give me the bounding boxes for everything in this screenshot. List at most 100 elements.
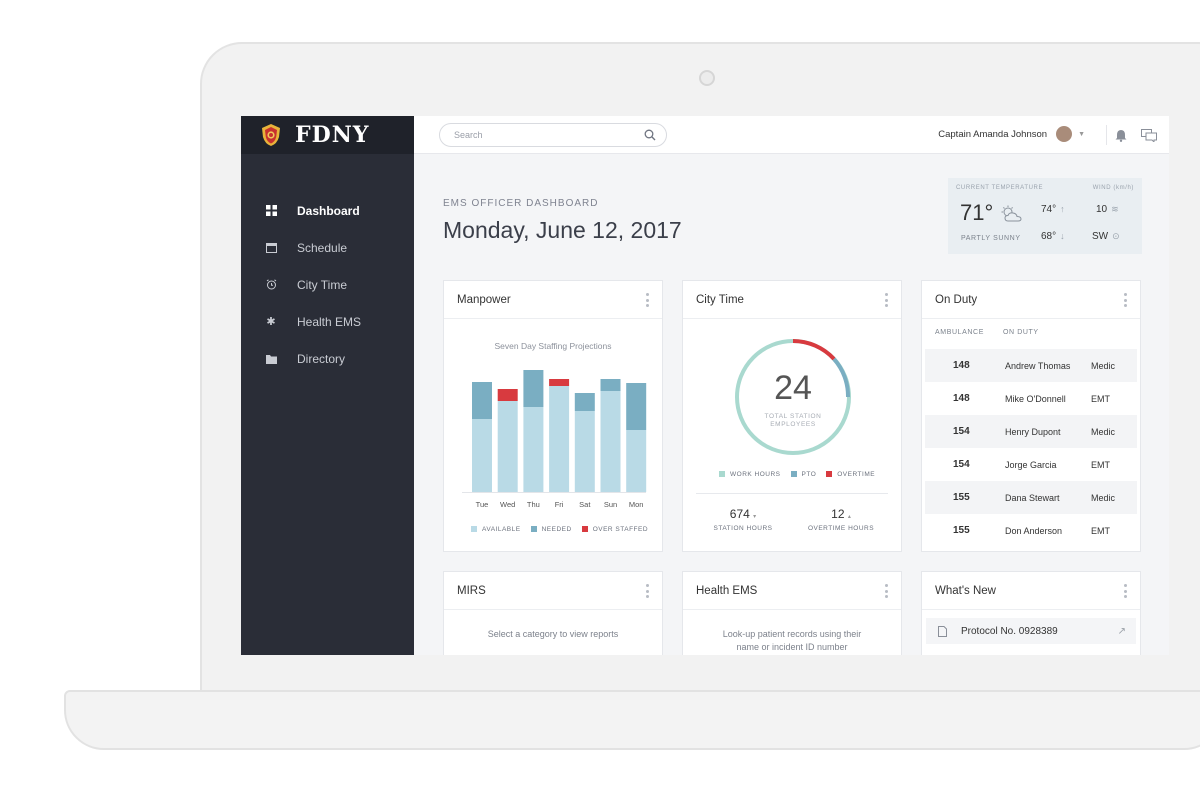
table-row[interactable]: 155 Don Anderson EMT — [925, 514, 1137, 547]
user-menu[interactable]: Captain Amanda Johnson ▼ — [938, 126, 1085, 142]
weather-condition: PARTLY SUNNY — [961, 235, 1021, 242]
bar-mon-needed — [626, 383, 647, 430]
sidebar-item-dashboard[interactable]: Dashboard — [241, 192, 414, 229]
station-hours-value: 674 — [729, 507, 750, 521]
sidebar-item-label: Schedule — [297, 240, 348, 255]
search-placeholder: Search — [454, 130, 483, 140]
crew-role: Medic — [1091, 360, 1116, 371]
crew-name: Jorge Garcia — [1005, 459, 1057, 470]
table-row[interactable]: 155 Dana Stewart Medic — [925, 481, 1137, 514]
bar-sat-available — [574, 411, 595, 492]
ambulance-number: 155 — [953, 525, 970, 536]
x-tick-label: Wed — [500, 500, 515, 509]
sidebar-item-health-ems[interactable]: ✱ Health EMS — [241, 303, 414, 340]
ambulance-number: 148 — [953, 360, 970, 371]
legend-work-hours: WORK HOURS — [719, 471, 781, 478]
x-tick-label: Thu — [527, 500, 540, 509]
grid-icon — [265, 205, 277, 217]
weather-wind-label: WIND (km/h) — [1092, 185, 1134, 191]
sidebar-item-label: Health EMS — [297, 314, 362, 329]
table-row[interactable]: 154 Jorge Garcia EMT — [925, 448, 1137, 481]
weather-wind-speed: 10 ≋ — [1096, 204, 1119, 215]
bell-icon[interactable] — [1115, 129, 1127, 142]
bar-thu-needed — [523, 370, 544, 407]
table-header: AMBULANCE ON DUTY — [922, 319, 1140, 349]
overtime-hours-value: 12 — [831, 507, 845, 521]
chat-icon[interactable] — [1141, 129, 1157, 142]
weather-current-label: CURRENT TEMPERATURE — [956, 185, 1044, 191]
total-employees-label-2: EMPLOYEES — [770, 421, 816, 428]
card-header: On Duty — [922, 281, 1140, 319]
more-options-icon[interactable] — [1124, 293, 1128, 307]
sidebar-item-label: City Time — [297, 277, 348, 292]
chevron-down-icon: ▾ — [753, 514, 757, 520]
card-header: MIRS — [444, 572, 662, 610]
city-time-card: City Time 24 TOTAL STATION EMPLOYEES WOR… — [682, 280, 902, 552]
bar-mon-available — [626, 430, 647, 492]
ambulance-number: 155 — [953, 492, 970, 503]
card-title: City Time — [696, 293, 744, 306]
ambulance-number: 154 — [953, 459, 970, 470]
sidebar-item-city-time[interactable]: City Time — [241, 266, 414, 303]
total-employees-label-1: TOTAL STATION — [765, 413, 822, 420]
overtime-hours-stat[interactable]: 12 ▴ OVERTIME HOURS — [801, 507, 881, 532]
more-options-icon[interactable] — [885, 584, 889, 598]
crew-name: Andrew Thomas — [1005, 360, 1071, 371]
on-duty-card: On Duty AMBULANCE ON DUTY 148 Andrew Thom… — [921, 280, 1141, 552]
alarm-clock-icon — [265, 279, 277, 291]
bar-tue-available — [472, 419, 492, 492]
city-time-legend: WORK HOURS PTO OVERTIME — [719, 471, 875, 478]
chart-legend: AVAILABLE NEEDED OVER STAFFED — [471, 526, 648, 533]
external-link-icon[interactable]: ↗ — [1117, 625, 1126, 637]
more-options-icon[interactable] — [646, 584, 650, 598]
bar-sun-needed — [600, 379, 621, 391]
chevron-down-icon: ▼ — [1078, 130, 1085, 138]
card-header: City Time — [683, 281, 901, 319]
bar-sun-available — [600, 391, 621, 492]
sidebar-item-schedule[interactable]: Schedule — [241, 229, 414, 266]
manpower-card: Manpower Seven Day Staffing Projections … — [443, 280, 663, 552]
weather-widget: CURRENT TEMPERATURE WIND (km/h) 71° PART… — [948, 178, 1142, 254]
sidebar: FDNY Dashboard Schedule City Time — [241, 116, 414, 655]
sidebar-item-directory[interactable]: Directory — [241, 340, 414, 377]
divider — [1106, 125, 1107, 145]
calendar-icon — [265, 242, 277, 254]
legend-available: AVAILABLE — [471, 526, 521, 533]
bar-thu-available — [523, 407, 544, 492]
card-header: Manpower — [444, 281, 662, 319]
weather-low: 68° ↓ — [1041, 231, 1065, 242]
brand-name: FDNY — [295, 122, 370, 148]
camera-icon — [699, 70, 715, 86]
more-options-icon[interactable] — [646, 293, 650, 307]
ambulance-number: 154 — [953, 426, 970, 437]
table-row[interactable]: 148 Mike O'Donnell EMT — [925, 382, 1137, 415]
sidebar-item-label: Directory — [297, 351, 346, 366]
weather-wind-dir: SW ⊙ — [1092, 231, 1120, 242]
news-item[interactable]: Protocol No. 0928389 ↗ — [926, 618, 1136, 644]
sidebar-nav: Dashboard Schedule City Time ✱ Health EM… — [241, 192, 414, 377]
search-icon[interactable] — [644, 129, 656, 141]
crew-name: Mike O'Donnell — [1005, 393, 1066, 404]
page-eyebrow: EMS OFFICER DASHBOARD — [443, 198, 599, 209]
card-title: Manpower — [457, 293, 511, 306]
station-hours-stat[interactable]: 674 ▾ STATION HOURS — [703, 507, 783, 532]
x-tick-label: Tue — [476, 500, 489, 509]
bar-wed-over-staffed — [497, 389, 518, 401]
bar-tue-needed — [472, 382, 492, 419]
fdny-shield-icon — [262, 124, 280, 146]
avatar — [1056, 126, 1073, 142]
partly-sunny-icon — [1001, 205, 1022, 222]
brand[interactable]: FDNY — [241, 116, 414, 154]
search-input[interactable]: Search — [439, 123, 667, 147]
table-row[interactable]: 154 Henry Dupont Medic — [925, 415, 1137, 448]
chart-title: Seven Day Staffing Projections — [494, 341, 612, 351]
asterisk-icon: ✱ — [266, 316, 276, 328]
folder-icon — [265, 353, 277, 365]
topbar: Search Captain Amanda Johnson ▼ — [414, 116, 1169, 154]
table-row[interactable]: 148 Andrew Thomas Medic — [925, 349, 1137, 382]
chevron-up-icon: ▴ — [847, 514, 851, 520]
more-options-icon[interactable] — [1124, 584, 1128, 598]
more-options-icon[interactable] — [885, 293, 889, 307]
card-title: Health EMS — [696, 584, 758, 597]
total-employees-value: 24 — [774, 369, 812, 407]
